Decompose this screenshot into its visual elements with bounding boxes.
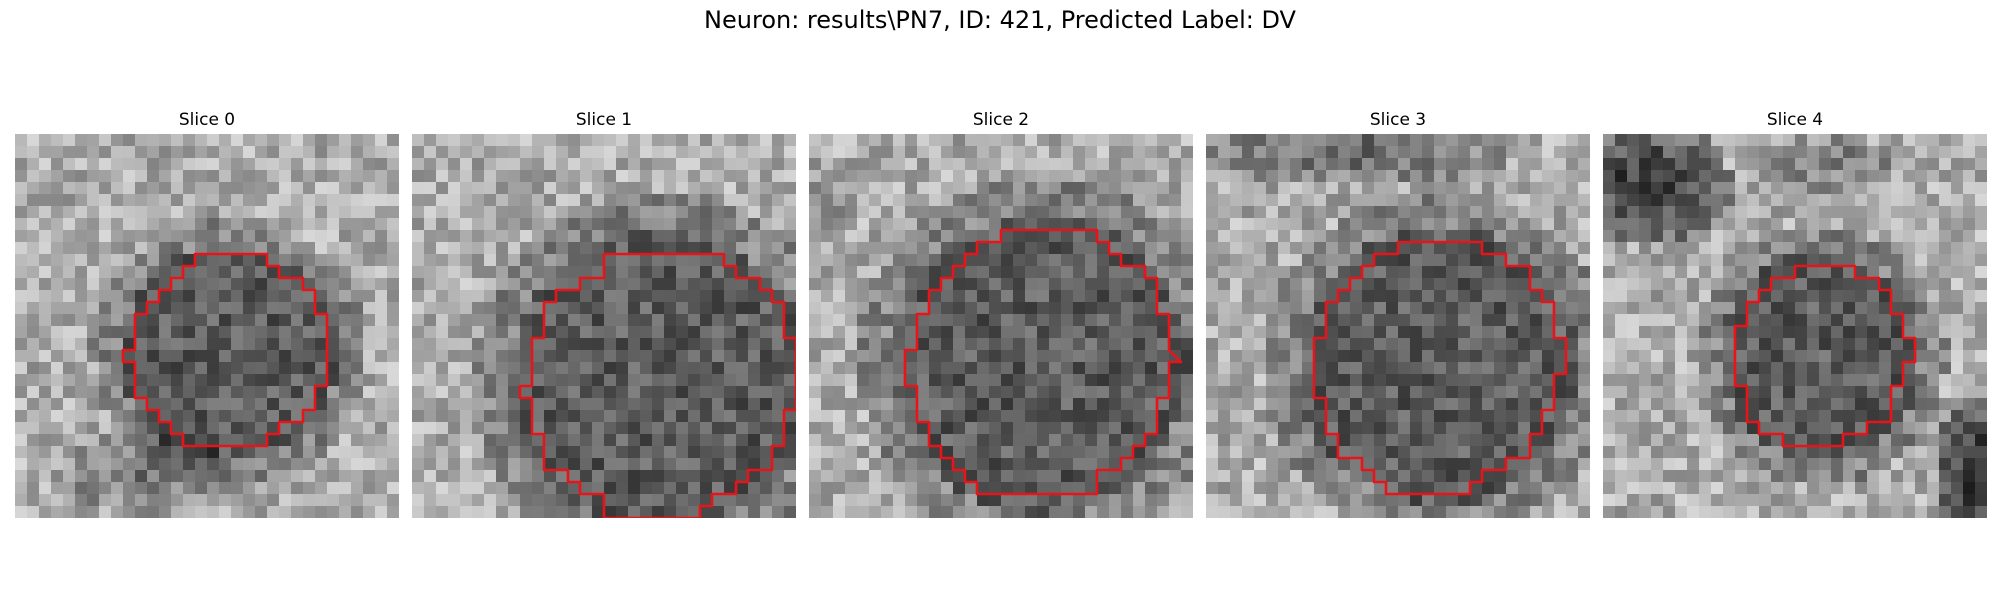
slice-title: Slice 0: [178, 110, 236, 130]
slice-panel-4: Slice 4: [1603, 107, 1987, 518]
slice-title: Slice 3: [1369, 110, 1427, 130]
slice-image: [1206, 134, 1590, 518]
slice-title: Slice 1: [575, 110, 633, 130]
pixel-grid: [15, 134, 399, 518]
pixel-grid: [809, 134, 1193, 518]
figure-title: Neuron: results\PN7, ID: 421, Predicted …: [704, 6, 1296, 34]
segmentation-contour: [1312, 240, 1568, 496]
slice-title: Slice 2: [972, 110, 1030, 130]
slice-panel-3: Slice 3: [1206, 107, 1590, 518]
slice-image: [1603, 134, 1987, 518]
slice-panel-1: Slice 1: [412, 107, 796, 518]
slice-image: [412, 134, 796, 518]
segmentation-contour: [903, 228, 1183, 496]
slice-title: Slice 4: [1766, 110, 1824, 130]
pixel-grid: [1206, 134, 1590, 518]
segmentation-contour: [518, 252, 796, 518]
slice-image: [15, 134, 399, 518]
slice-image: [809, 134, 1193, 518]
pixel-grid: [1603, 134, 1987, 518]
pixel-grid: [412, 134, 796, 518]
segmentation-contour: [1733, 264, 1917, 448]
slice-panel-0: Slice 0: [15, 107, 399, 518]
segmentation-contour: [121, 252, 329, 448]
slice-panel-2: Slice 2: [809, 107, 1193, 518]
